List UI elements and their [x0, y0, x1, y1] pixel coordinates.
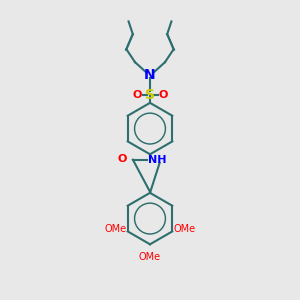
Text: NH: NH: [148, 154, 167, 165]
Text: O: O: [133, 90, 142, 100]
Text: OMe: OMe: [105, 224, 127, 234]
Text: O: O: [158, 90, 167, 100]
Text: N: N: [144, 68, 156, 82]
Text: OMe: OMe: [173, 224, 195, 234]
Text: S: S: [145, 88, 155, 102]
Text: OMe: OMe: [139, 252, 161, 262]
Text: O: O: [118, 154, 127, 164]
